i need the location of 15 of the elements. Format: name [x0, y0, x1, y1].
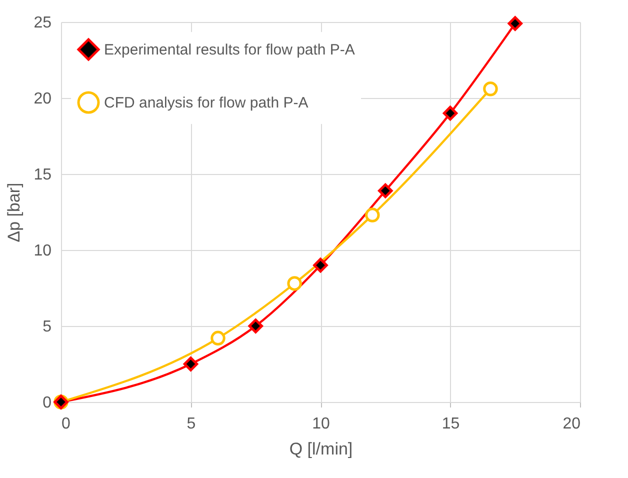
legend-label: CFD analysis for flow path P-A	[104, 94, 308, 112]
y-tick-label: 0	[42, 394, 52, 412]
x-tick-label: 5	[186, 416, 196, 432]
y-tick-label: 25	[34, 14, 52, 32]
x-tick-label: 15	[442, 416, 460, 432]
legend-label: Experimental results for flow path P-A	[104, 42, 355, 58]
x-axis-title: Q [l/min]	[289, 440, 353, 458]
y-tick-label: 5	[42, 318, 52, 336]
x-tick-label: 20	[562, 416, 581, 432]
x-tick-label: 0	[62, 416, 70, 432]
y-tick-label: 20	[34, 90, 52, 108]
y-tick-label: 10	[34, 242, 52, 260]
y-tick-label: 15	[34, 166, 52, 184]
x-tick-label: 10	[312, 416, 330, 432]
y-axis-title: Δp [bar]	[4, 182, 24, 242]
